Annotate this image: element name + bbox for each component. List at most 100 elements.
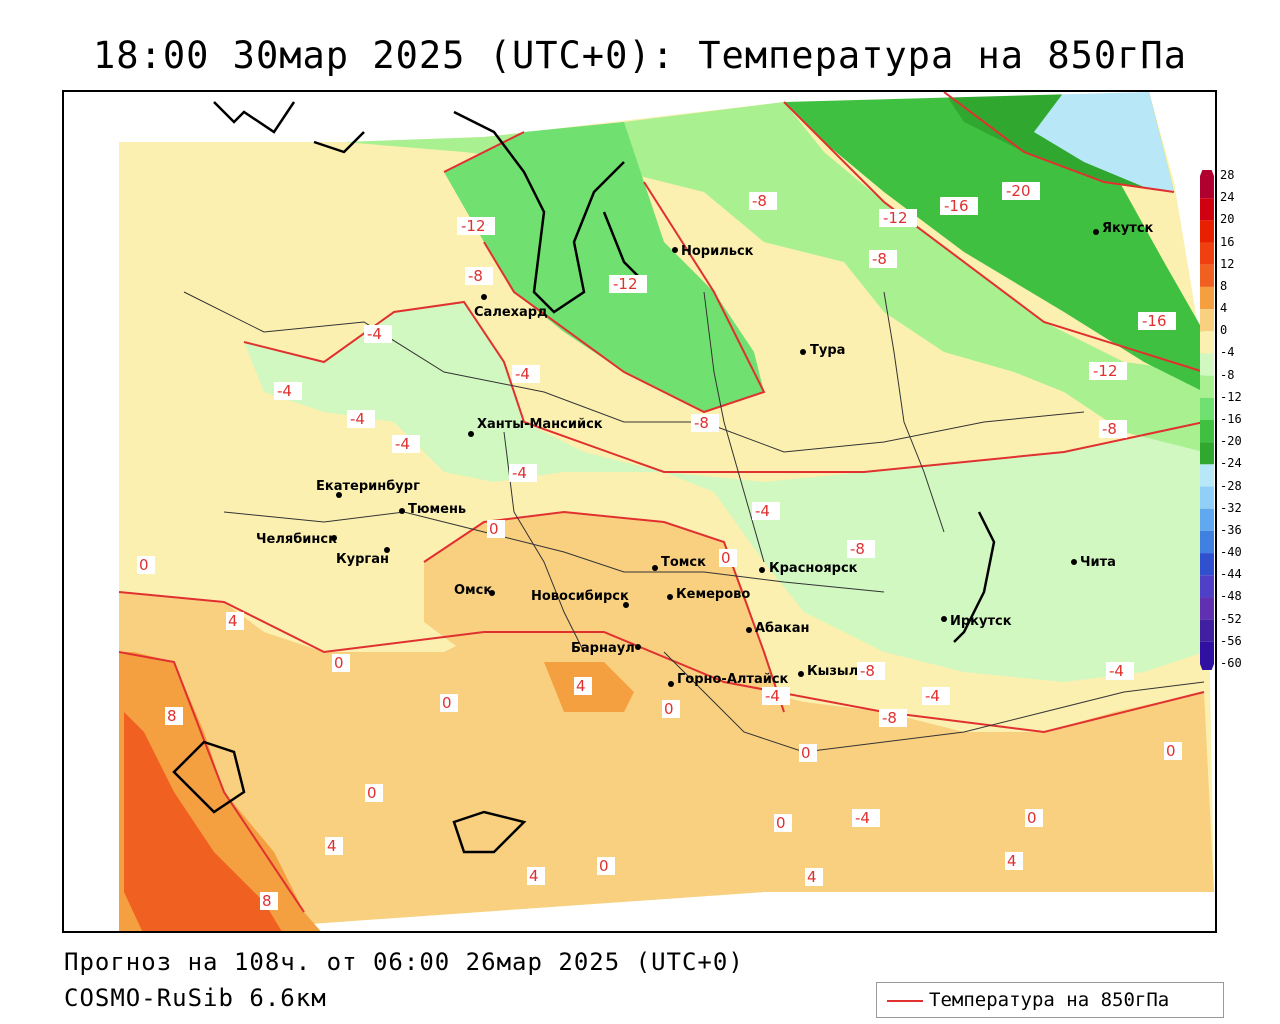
svg-text:-8: -8 — [468, 267, 483, 285]
colorbar-segment — [1200, 508, 1214, 531]
out-of-domain — [784, 92, 1215, 102]
svg-text:Абакан: Абакан — [755, 621, 810, 636]
colorbar-tick-label: -40 — [1220, 545, 1242, 560]
svg-text:-4: -4 — [350, 410, 365, 428]
city-markers: Норильск Якутск Салехард Тура Ханты-Манс… — [256, 221, 1154, 687]
svg-text:Ханты-Мансийск: Ханты-Мансийск — [477, 417, 603, 432]
colorbar-top-arrow — [1200, 170, 1214, 176]
colorbar-tick-label: 16 — [1220, 234, 1235, 249]
colorbar-segment — [1200, 309, 1214, 332]
city-tyumen: Тюмень — [399, 502, 466, 517]
svg-text:4: 4 — [327, 837, 337, 855]
svg-text:-4: -4 — [395, 435, 410, 453]
colorbar-tick-label: -20 — [1220, 434, 1242, 449]
legend-label: Температура на 850гПа — [929, 989, 1170, 1011]
svg-text:-12: -12 — [1093, 362, 1118, 380]
color-scale-bar — [1200, 170, 1214, 670]
colorbar-segment — [1200, 597, 1214, 620]
svg-text:Якутск: Якутск — [1102, 221, 1154, 236]
svg-text:8: 8 — [262, 892, 272, 910]
svg-text:0: 0 — [1166, 742, 1176, 760]
legend-line-swatch — [887, 1000, 923, 1002]
svg-text:-12: -12 — [613, 275, 638, 293]
svg-text:Салехард: Салехард — [474, 305, 548, 320]
svg-text:-8: -8 — [1102, 420, 1117, 438]
svg-text:-4: -4 — [755, 502, 770, 520]
coastline — [172, 101, 996, 854]
svg-text:-16: -16 — [944, 197, 969, 215]
svg-text:-4: -4 — [925, 687, 940, 705]
city-tura: Тура — [800, 343, 845, 358]
svg-text:Курган: Курган — [336, 552, 389, 567]
colorbar-tick-label: -44 — [1220, 567, 1242, 582]
zone-warm-4-8 — [119, 592, 1214, 931]
svg-text:-4: -4 — [765, 687, 780, 705]
colorbar-segment — [1200, 198, 1214, 221]
city-yakutsk: Якутск — [1093, 221, 1154, 236]
svg-text:-8: -8 — [882, 709, 897, 727]
admin-borders — [183, 291, 1205, 753]
colorbar-tick-label: -32 — [1220, 500, 1242, 515]
svg-text:Новосибирск: Новосибирск — [531, 589, 629, 604]
city-chita: Чита — [1071, 555, 1116, 570]
zone-cool-minus4 — [244, 302, 1204, 682]
colorbar-tick-label: 24 — [1220, 190, 1235, 205]
colorbar-tick-label: -8 — [1220, 367, 1235, 382]
city-kyzyl: Кызыл — [798, 664, 858, 679]
zone-cold-minus8 — [344, 102, 1204, 452]
colorbar-tick-label: -56 — [1220, 633, 1242, 648]
svg-text:0: 0 — [489, 520, 499, 538]
colorbar-segment — [1200, 619, 1214, 642]
svg-text:0: 0 — [776, 814, 786, 832]
colorbar-tick-label: 0 — [1220, 323, 1228, 338]
colorbar-tick-label: -16 — [1220, 412, 1242, 426]
svg-text:-4: -4 — [855, 809, 870, 827]
temperature-map: Норильск Якутск Салехард Тура Ханты-Манс… — [62, 90, 1217, 933]
svg-text:Челябинск: Челябинск — [256, 532, 337, 547]
svg-text:Барнаул: Барнаул — [571, 641, 635, 656]
colorbar-tick-label: -60 — [1220, 656, 1242, 670]
svg-text:-12: -12 — [883, 209, 908, 227]
colorbar-segment — [1200, 220, 1214, 243]
colorbar-segment — [1200, 464, 1214, 487]
colorbar-tick-label: 8 — [1220, 278, 1228, 293]
svg-text:Томск: Томск — [661, 555, 706, 570]
svg-text:Омск: Омск — [454, 583, 492, 598]
colorbar-tick-label: -48 — [1220, 589, 1242, 604]
model-name: COSMO-RuSib 6.6км — [64, 984, 327, 1012]
colorbar-bottom-arrow — [1200, 664, 1214, 670]
city-chelyabinsk: Челябинск — [256, 532, 337, 547]
zone-cold-minus24 — [1034, 92, 1174, 192]
city-barnaul: Барнаул — [571, 641, 641, 656]
colorbar-tick-label: 12 — [1220, 256, 1235, 271]
city-irkutsk: Иркутск — [941, 614, 1012, 629]
colorbar-segment — [1200, 397, 1214, 420]
colorbar-segment — [1200, 486, 1214, 509]
svg-text:-4: -4 — [277, 382, 292, 400]
svg-text:4: 4 — [1007, 852, 1017, 870]
svg-text:-4: -4 — [515, 365, 530, 383]
colorbar-segment — [1200, 286, 1214, 310]
svg-text:-20: -20 — [1006, 182, 1031, 200]
svg-text:Тура: Тура — [810, 343, 845, 358]
colorbar-tick-label: -12 — [1220, 389, 1242, 404]
colorbar-segment — [1200, 375, 1214, 398]
map-title: 18:00 30мар 2025 (UTC+0): Температура на… — [93, 34, 1187, 77]
city-gorno-altaysk: Горно-Алтайск — [668, 672, 789, 687]
svg-text:Иркутск: Иркутск — [950, 614, 1012, 629]
svg-text:Горно-Алтайск: Горно-Алтайск — [677, 672, 789, 687]
city-abakan: Абакан — [746, 621, 810, 636]
svg-text:8: 8 — [167, 707, 177, 725]
colorbar-segment — [1200, 420, 1214, 443]
city-novosibirsk: Новосибирск — [531, 589, 629, 608]
map-canvas: Норильск Якутск Салехард Тура Ханты-Манс… — [118, 92, 1215, 931]
svg-text:0: 0 — [367, 784, 377, 802]
svg-text:-4: -4 — [367, 325, 382, 343]
colorbar-segment — [1200, 641, 1214, 664]
svg-text:0: 0 — [334, 654, 344, 672]
svg-text:Екатеринбург: Екатеринбург — [316, 479, 420, 494]
colorbar-tick-label: -36 — [1220, 522, 1242, 537]
svg-text:-8: -8 — [850, 540, 865, 558]
isotherm-lines — [118, 92, 1205, 913]
svg-text:-4: -4 — [512, 464, 527, 482]
